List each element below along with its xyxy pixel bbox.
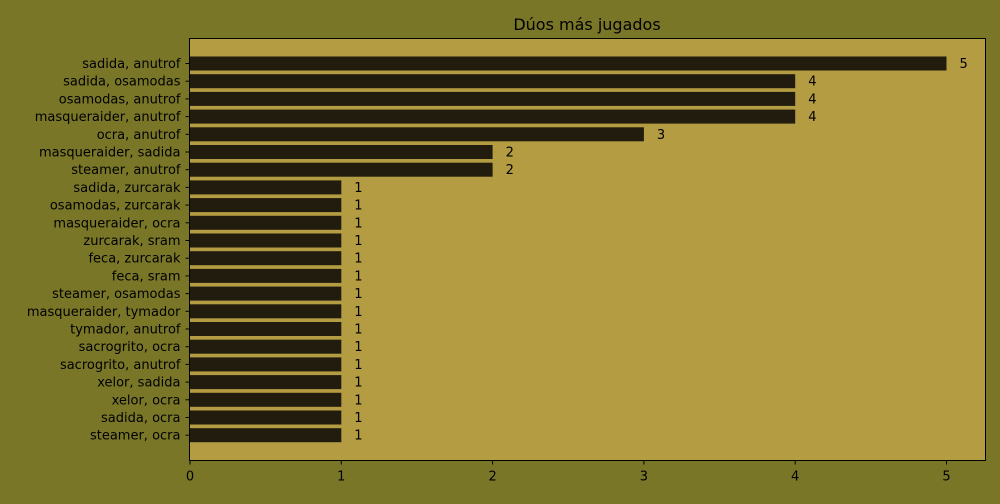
y-tick-label: osamodas, zurcarak: [50, 199, 181, 214]
bar: [190, 74, 796, 89]
bar-value-label: 1: [354, 252, 362, 267]
y-tick-label: masqueraider, anutrof: [35, 110, 181, 125]
y-tick-label: sadida, anutrof: [82, 57, 181, 72]
y-tick-label: steamer, osamodas: [52, 287, 181, 302]
bar-value-label: 1: [354, 216, 362, 231]
bar-value-label: 1: [354, 199, 362, 214]
bar: [190, 180, 342, 195]
y-tick-label: sadida, ocra: [101, 411, 181, 426]
y-tick-label: feca, zurcarak: [88, 252, 181, 267]
x-tick-label: 5: [942, 470, 950, 485]
bar-value-label: 1: [354, 429, 362, 444]
y-tick-label: sacrogrito, ocra: [79, 340, 181, 355]
y-tick-label: masqueraider, ocra: [53, 216, 180, 231]
bar: [190, 109, 796, 124]
bar: [190, 198, 342, 213]
bar: [190, 251, 342, 266]
y-tick-label: osamodas, anutrof: [59, 92, 181, 107]
bar-value-label: 4: [808, 92, 816, 107]
bar: [190, 304, 342, 319]
x-tick-label: 4: [791, 470, 799, 485]
bar: [190, 339, 342, 354]
x-tick-label: 0: [186, 470, 194, 485]
bar: [190, 286, 342, 301]
bar-value-label: 1: [354, 411, 362, 426]
chart-title: Dúos más jugados: [513, 15, 660, 34]
y-tick-label: feca, sram: [112, 269, 181, 284]
y-tick-label: sadida, osamodas: [63, 75, 181, 90]
bar: [190, 375, 342, 390]
x-tick-label: 1: [337, 470, 345, 485]
y-tick-label: zurcarak, sram: [83, 234, 180, 249]
bar-value-label: 4: [808, 75, 816, 90]
bar-value-label: 1: [354, 269, 362, 284]
bar-value-label: 1: [354, 181, 362, 196]
bar-value-label: 1: [354, 376, 362, 391]
bar: [190, 91, 796, 106]
bar-value-label: 1: [354, 234, 362, 249]
bar: [190, 357, 342, 372]
bar: [190, 322, 342, 336]
bar: [190, 268, 342, 283]
bar: [190, 428, 342, 443]
bar-value-label: 2: [506, 163, 514, 178]
bar-value-label: 1: [354, 393, 362, 408]
y-tick-label: sadida, zurcarak: [73, 181, 181, 196]
y-tick-label: ocra, anutrof: [97, 128, 181, 143]
y-tick-label: tymador, anutrof: [70, 323, 181, 338]
bar-value-label: 1: [354, 323, 362, 338]
bar-value-label: 1: [354, 287, 362, 302]
y-tick-label: steamer, anutrof: [71, 163, 181, 178]
plot-area: [189, 38, 986, 461]
y-tick-label: masqueraider, tymador: [27, 305, 181, 320]
x-tick-label: 3: [640, 470, 648, 485]
bar-value-label: 2: [506, 146, 514, 161]
axis-ticks: sadida, anutrof sadida, osamodas osamodas,…: [27, 57, 951, 485]
bar-value-label: 3: [657, 128, 665, 143]
bar: [190, 410, 342, 425]
bar-value-label: 4: [808, 110, 816, 125]
bar-value-label: 1: [354, 340, 362, 355]
bar: [190, 145, 493, 159]
y-tick-label: masqueraider, sadida: [39, 146, 181, 161]
bar-value-label: 1: [354, 358, 362, 373]
bar: [190, 127, 644, 142]
bar: [190, 162, 493, 177]
x-tick-label: 2: [488, 470, 496, 485]
bar: [190, 215, 342, 230]
y-tick-label: sacrogrito, anutrof: [60, 358, 181, 373]
y-tick-label: xelor, sadida: [97, 376, 180, 391]
bar-value-label: 5: [960, 57, 968, 72]
y-tick-label: xelor, ocra: [112, 393, 181, 408]
bar-value-label: 1: [354, 305, 362, 320]
bar: [190, 56, 947, 71]
bars-layer: 5 4 4 4 3 2 2 1 1 1 1 1 1 1 1 1 1 1 1 1 1 1: [190, 56, 968, 444]
bar: [190, 233, 342, 248]
bar: [190, 392, 342, 407]
y-tick-label: steamer, ocra: [90, 429, 181, 444]
